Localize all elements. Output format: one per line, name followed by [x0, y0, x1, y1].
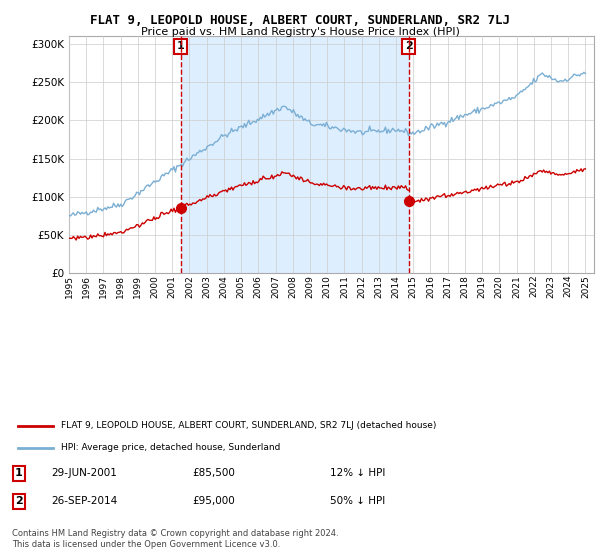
Text: FLAT 9, LEOPOLD HOUSE, ALBERT COURT, SUNDERLAND, SR2 7LJ (detached house): FLAT 9, LEOPOLD HOUSE, ALBERT COURT, SUN… — [61, 421, 437, 430]
Text: 50% ↓ HPI: 50% ↓ HPI — [330, 496, 385, 506]
Text: 1: 1 — [177, 41, 185, 52]
Text: Price paid vs. HM Land Registry's House Price Index (HPI): Price paid vs. HM Land Registry's House … — [140, 27, 460, 37]
Text: £85,500: £85,500 — [192, 468, 235, 478]
Text: FLAT 9, LEOPOLD HOUSE, ALBERT COURT, SUNDERLAND, SR2 7LJ: FLAT 9, LEOPOLD HOUSE, ALBERT COURT, SUN… — [90, 14, 510, 27]
Text: 2: 2 — [405, 41, 412, 52]
Text: 2: 2 — [15, 496, 23, 506]
Text: HPI: Average price, detached house, Sunderland: HPI: Average price, detached house, Sund… — [61, 444, 281, 452]
Text: Contains HM Land Registry data © Crown copyright and database right 2024.
This d: Contains HM Land Registry data © Crown c… — [12, 529, 338, 549]
Text: £95,000: £95,000 — [192, 496, 235, 506]
Text: 12% ↓ HPI: 12% ↓ HPI — [330, 468, 385, 478]
Bar — [181, 36, 409, 273]
Text: 29-JUN-2001: 29-JUN-2001 — [51, 468, 117, 478]
Text: 26-SEP-2014: 26-SEP-2014 — [51, 496, 117, 506]
Text: 1: 1 — [15, 468, 23, 478]
